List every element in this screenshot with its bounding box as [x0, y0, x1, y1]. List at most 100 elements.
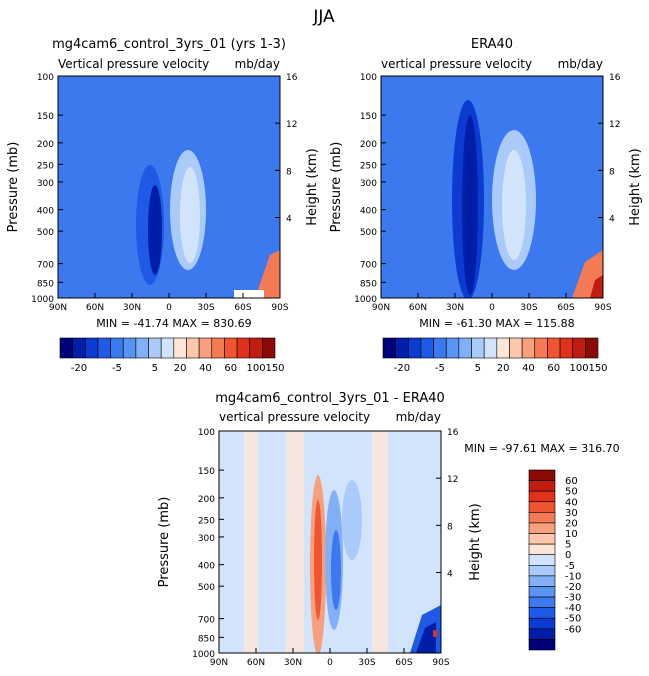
colorbar-box	[122, 337, 137, 359]
panel-difference-ticks: 90N 60N 30N 0 30S 60S 90S 100 150 200 250 300 400 500…	[192, 428, 459, 668]
colorbar-label: 40	[199, 363, 212, 374]
panel-difference-units: mb/day	[396, 410, 441, 424]
colorbar-label: 60	[547, 363, 560, 374]
panel-era40-polar-core	[590, 275, 603, 298]
colorbar-box	[173, 337, 187, 359]
panel-difference-ylabel: Pressure (mb)	[157, 497, 172, 588]
panel-era40-field	[381, 76, 603, 298]
colorbar-box	[420, 337, 434, 359]
y-tick-label: 700	[360, 261, 377, 271]
panel-model-descent-inner	[148, 185, 162, 275]
panel-era40-ylabel-right: Height (km)	[628, 148, 643, 225]
colorbar-label: 150	[265, 363, 284, 374]
colorbar-box	[528, 480, 556, 492]
colorbar-box	[186, 337, 200, 359]
panel-difference-band-3	[372, 431, 388, 653]
colorbar-label: 60	[565, 476, 578, 487]
y-tick-label: 250	[198, 516, 215, 526]
panel-era40-units: mb/day	[558, 57, 603, 71]
panel-era40-ticks: 90N 60N 30N 0 30S 60S 90S 100 150 200 250 300 400 500…	[354, 73, 621, 313]
colorbar-label: 10	[565, 529, 578, 540]
y-tick-label: 850	[198, 634, 215, 644]
y-tick-label: 400	[37, 207, 54, 217]
y-tick-label: 200	[360, 140, 377, 150]
panel-era40-descent-inner	[462, 115, 478, 295]
x-tick-label: 60S	[234, 303, 251, 313]
panel-model: mg4cam6_control_3yrs_01 (yrs 1-3) Vertic…	[6, 37, 320, 374]
colorbar-box	[528, 596, 556, 608]
colorbar-box	[395, 337, 409, 359]
colorbar-label: -20	[394, 363, 410, 374]
x-tick-label: 60N	[409, 303, 427, 313]
y-right-tick-label: 16	[447, 428, 459, 438]
colorbar-box	[135, 337, 149, 359]
colorbar-box	[572, 337, 586, 359]
panel-model-polar-max	[255, 250, 280, 298]
colorbar-box	[148, 337, 162, 359]
colorbar-label: 5	[475, 363, 481, 374]
y-tick-label: 150	[37, 112, 54, 122]
y-tick-label: 850	[360, 279, 377, 289]
y-tick-label: 500	[37, 228, 54, 238]
panel-difference-band-2	[286, 431, 304, 653]
y-tick-label: 100	[360, 73, 377, 83]
y-tick-label: 300	[37, 179, 54, 189]
panel-era40-ascent-inner	[502, 150, 526, 260]
colorbar-box	[528, 533, 556, 545]
y-tick-label: 150	[198, 467, 215, 477]
y-tick-label: 700	[198, 616, 215, 626]
y-tick-label: 400	[360, 207, 377, 217]
y-tick-label: 1000	[192, 650, 215, 660]
colorbar-box	[458, 337, 472, 359]
y-tick-label: 850	[37, 279, 54, 289]
panel-difference-pos-inner	[314, 500, 322, 620]
x-tick-label: 30S	[358, 658, 375, 668]
y-tick-label: 250	[37, 161, 54, 171]
y-tick-label: 150	[360, 112, 377, 122]
panel-model-ticks: 90N 60N 30N 0 30S 60S 90S 100 150 200 250 300 400 500…	[31, 73, 298, 313]
x-tick-label: 60S	[395, 658, 412, 668]
x-tick-label: 60N	[247, 658, 265, 668]
panel-era40-subtitle: vertical pressure velocity	[381, 57, 532, 71]
y-right-tick-label: 16	[286, 73, 298, 83]
panel-difference-title: mg4cam6_control_3yrs_01 - ERA40	[215, 391, 445, 406]
colorbar-label: -20	[565, 582, 581, 593]
colorbar-box	[407, 337, 422, 359]
x-tick-label: 60N	[86, 303, 104, 313]
colorbar-box	[262, 337, 276, 359]
y-tick-label: 100	[198, 428, 215, 438]
x-tick-label: 30S	[197, 303, 214, 313]
panel-era40-colorbar: -20 -5 5 20 40 60 100 150	[382, 337, 608, 374]
panel-era40-ylabel: Pressure (mb)	[329, 142, 344, 233]
colorbar-box	[528, 554, 556, 566]
panel-model-units: mb/day	[235, 57, 280, 71]
y-right-tick-label: 4	[447, 570, 453, 580]
colorbar-box	[160, 337, 175, 359]
x-tick-label: 90S	[432, 658, 449, 668]
colorbar-label: -5	[112, 363, 122, 374]
y-tick-label: 200	[37, 140, 54, 150]
colorbar-box	[198, 337, 213, 359]
y-right-tick-label: 4	[609, 215, 615, 225]
colorbar-box	[433, 337, 447, 359]
colorbar-label: -60	[565, 624, 581, 635]
panel-model-field	[58, 76, 280, 298]
colorbar-label: 100	[569, 363, 588, 374]
colorbar-box	[110, 337, 124, 359]
x-tick-label: 0	[327, 658, 333, 668]
colorbar-box	[547, 337, 561, 359]
colorbar-box	[59, 337, 73, 359]
colorbar-label: -5	[435, 363, 445, 374]
y-right-tick-label: 12	[609, 120, 620, 130]
x-tick-label: 90N	[210, 658, 228, 668]
colorbar-label: 40	[522, 363, 535, 374]
x-tick-label: 90N	[372, 303, 390, 313]
y-right-tick-label: 8	[609, 167, 615, 177]
colorbar-box	[224, 337, 238, 359]
colorbar-box	[509, 337, 523, 359]
colorbar-box	[483, 337, 498, 359]
y-tick-label: 250	[360, 161, 377, 171]
panel-model-ylabel-right: Height (km)	[305, 148, 320, 225]
y-right-tick-label: 8	[286, 167, 292, 177]
